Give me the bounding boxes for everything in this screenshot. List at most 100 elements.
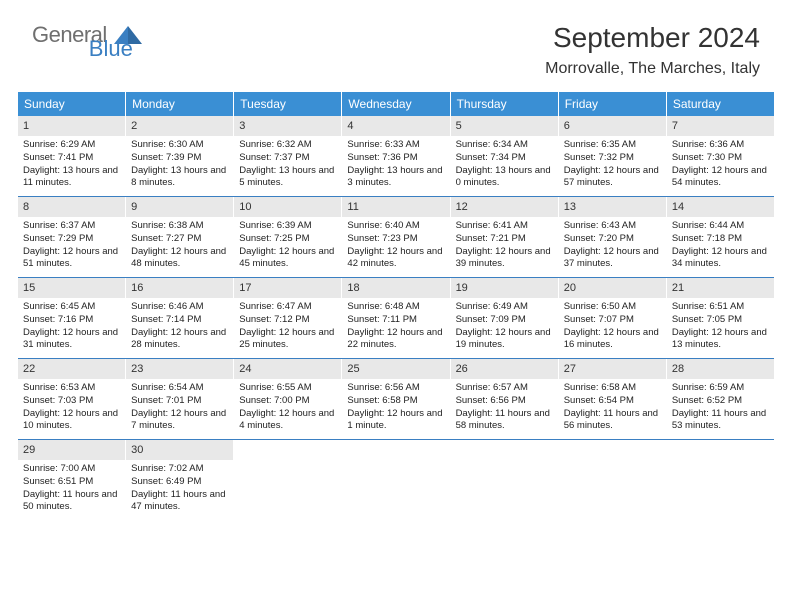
calendar-cell-empty xyxy=(667,440,774,520)
header-right: September 2024 Morrovalle, The Marches, … xyxy=(545,22,760,78)
calendar-cell-day-7: 7Sunrise: 6:36 AMSunset: 7:30 PMDaylight… xyxy=(667,116,774,196)
day-number: 24 xyxy=(234,359,341,379)
calendar-week: 22Sunrise: 6:53 AMSunset: 7:03 PMDayligh… xyxy=(18,358,774,439)
dow-header-thursday: Thursday xyxy=(451,92,559,116)
day-number: 22 xyxy=(18,359,125,379)
dow-header-friday: Friday xyxy=(559,92,667,116)
location-label: Morrovalle, The Marches, Italy xyxy=(545,60,760,78)
calendar-cell-day-9: 9Sunrise: 6:38 AMSunset: 7:27 PMDaylight… xyxy=(126,197,234,277)
sunrise-line: Sunrise: 6:59 AM xyxy=(672,382,769,394)
day-details: Sunrise: 6:55 AMSunset: 7:00 PMDaylight:… xyxy=(234,379,341,438)
day-details: Sunrise: 7:00 AMSunset: 6:51 PMDaylight:… xyxy=(18,460,125,519)
dow-header-row: SundayMondayTuesdayWednesdayThursdayFrid… xyxy=(18,92,774,116)
calendar-cell-day-3: 3Sunrise: 6:32 AMSunset: 7:37 PMDaylight… xyxy=(234,116,342,196)
daylight-line: Daylight: 11 hours and 50 minutes. xyxy=(23,489,120,514)
daylight-line: Daylight: 12 hours and 37 minutes. xyxy=(564,246,661,271)
day-details: Sunrise: 6:39 AMSunset: 7:25 PMDaylight:… xyxy=(234,217,341,276)
brand-logo: General Blue xyxy=(32,22,151,48)
sunrise-line: Sunrise: 6:41 AM xyxy=(456,220,553,232)
day-number: 3 xyxy=(234,116,341,136)
daylight-line: Daylight: 12 hours and 48 minutes. xyxy=(131,246,228,271)
daylight-line: Daylight: 13 hours and 5 minutes. xyxy=(239,165,336,190)
day-details: Sunrise: 6:48 AMSunset: 7:11 PMDaylight:… xyxy=(342,298,449,357)
calendar-cell-day-6: 6Sunrise: 6:35 AMSunset: 7:32 PMDaylight… xyxy=(559,116,667,196)
sunrise-line: Sunrise: 6:53 AM xyxy=(23,382,120,394)
calendar-cell-day-29: 29Sunrise: 7:00 AMSunset: 6:51 PMDayligh… xyxy=(18,440,126,520)
day-details: Sunrise: 6:41 AMSunset: 7:21 PMDaylight:… xyxy=(451,217,558,276)
sunset-line: Sunset: 7:21 PM xyxy=(456,233,553,245)
sunrise-line: Sunrise: 6:34 AM xyxy=(456,139,553,151)
day-details: Sunrise: 6:56 AMSunset: 6:58 PMDaylight:… xyxy=(342,379,449,438)
sunrise-line: Sunrise: 6:54 AM xyxy=(131,382,228,394)
calendar-week: 8Sunrise: 6:37 AMSunset: 7:29 PMDaylight… xyxy=(18,196,774,277)
calendar-cell-day-20: 20Sunrise: 6:50 AMSunset: 7:07 PMDayligh… xyxy=(559,278,667,358)
sunset-line: Sunset: 7:00 PM xyxy=(239,395,336,407)
daylight-line: Daylight: 12 hours and 31 minutes. xyxy=(23,327,120,352)
calendar-cell-day-30: 30Sunrise: 7:02 AMSunset: 6:49 PMDayligh… xyxy=(126,440,234,520)
sunrise-line: Sunrise: 6:36 AM xyxy=(672,139,769,151)
day-number: 1 xyxy=(18,116,125,136)
daylight-line: Daylight: 12 hours and 42 minutes. xyxy=(347,246,444,271)
sunset-line: Sunset: 7:27 PM xyxy=(131,233,228,245)
sunset-line: Sunset: 7:41 PM xyxy=(23,152,120,164)
sunset-line: Sunset: 7:25 PM xyxy=(239,233,336,245)
daylight-line: Daylight: 11 hours and 47 minutes. xyxy=(131,489,228,514)
day-number: 8 xyxy=(18,197,125,217)
day-details: Sunrise: 6:54 AMSunset: 7:01 PMDaylight:… xyxy=(126,379,233,438)
day-details: Sunrise: 6:51 AMSunset: 7:05 PMDaylight:… xyxy=(667,298,774,357)
calendar-cell-empty xyxy=(559,440,667,520)
daylight-line: Daylight: 12 hours and 28 minutes. xyxy=(131,327,228,352)
sunset-line: Sunset: 6:49 PM xyxy=(131,476,228,488)
sunrise-line: Sunrise: 6:38 AM xyxy=(131,220,228,232)
daylight-line: Daylight: 13 hours and 3 minutes. xyxy=(347,165,444,190)
day-number: 27 xyxy=(559,359,666,379)
day-details: Sunrise: 6:40 AMSunset: 7:23 PMDaylight:… xyxy=(342,217,449,276)
sunset-line: Sunset: 6:58 PM xyxy=(347,395,444,407)
sunrise-line: Sunrise: 6:29 AM xyxy=(23,139,120,151)
sunset-line: Sunset: 7:23 PM xyxy=(347,233,444,245)
calendar-cell-day-14: 14Sunrise: 6:44 AMSunset: 7:18 PMDayligh… xyxy=(667,197,774,277)
calendar-cell-day-4: 4Sunrise: 6:33 AMSunset: 7:36 PMDaylight… xyxy=(342,116,450,196)
day-number: 4 xyxy=(342,116,449,136)
calendar-cell-day-1: 1Sunrise: 6:29 AMSunset: 7:41 PMDaylight… xyxy=(18,116,126,196)
calendar-week: 1 Sunrise: 6:29 AMSunset: 7:41 PM Daylight… xyxy=(18,116,774,196)
day-number: 14 xyxy=(667,197,774,217)
daylight-line: Daylight: 11 hours and 53 minutes. xyxy=(672,408,769,433)
daylight-line: Daylight: 12 hours and 4 minutes. xyxy=(239,408,336,433)
sunrise-line: Sunrise: 6:57 AM xyxy=(456,382,553,394)
day-number: 10 xyxy=(234,197,341,217)
day-number: 11 xyxy=(342,197,449,217)
sunset-line: Sunset: 7:12 PM xyxy=(239,314,336,326)
calendar-cell-day-2: 2Sunrise: 6:30 AMSunset: 7:39 PMDaylight… xyxy=(126,116,234,196)
sunset-line: Sunset: 7:05 PM xyxy=(672,314,769,326)
calendar-cell-day-27: 27Sunrise: 6:58 AMSunset: 6:54 PMDayligh… xyxy=(559,359,667,439)
calendar-cell-day-28: 28Sunrise: 6:59 AMSunset: 6:52 PMDayligh… xyxy=(667,359,774,439)
sunset-line: Sunset: 7:37 PM xyxy=(239,152,336,164)
day-number: 15 xyxy=(18,278,125,298)
sunrise-line: Sunrise: 6:40 AM xyxy=(347,220,444,232)
sunrise-line: Sunrise: 6:56 AM xyxy=(347,382,444,394)
daylight-line: Daylight: 12 hours and 45 minutes. xyxy=(239,246,336,271)
day-details: Sunrise: 6:38 AMSunset: 7:27 PMDaylight:… xyxy=(126,217,233,276)
day-details: Sunrise: 6:53 AMSunset: 7:03 PMDaylight:… xyxy=(18,379,125,438)
sunrise-line: Sunrise: 6:48 AM xyxy=(347,301,444,313)
dow-header-saturday: Saturday xyxy=(667,92,774,116)
logo-text-blue: Blue xyxy=(89,36,133,62)
sunrise-line: Sunrise: 6:33 AM xyxy=(347,139,444,151)
sunset-line: Sunset: 7:18 PM xyxy=(672,233,769,245)
calendar-cell-day-8: 8Sunrise: 6:37 AMSunset: 7:29 PMDaylight… xyxy=(18,197,126,277)
daylight-line: Daylight: 13 hours and 8 minutes. xyxy=(131,165,228,190)
day-number: 13 xyxy=(559,197,666,217)
day-number: 17 xyxy=(234,278,341,298)
daylight-line: Daylight: 13 hours and 0 minutes. xyxy=(456,165,553,190)
daylight-line: Daylight: 12 hours and 19 minutes. xyxy=(456,327,553,352)
sunset-line: Sunset: 6:51 PM xyxy=(23,476,120,488)
daylight-line: Daylight: 12 hours and 57 minutes. xyxy=(564,165,661,190)
calendar-cell-day-16: 16Sunrise: 6:46 AMSunset: 7:14 PMDayligh… xyxy=(126,278,234,358)
day-number: 29 xyxy=(18,440,125,460)
daylight-line: Daylight: 12 hours and 1 minute. xyxy=(347,408,444,433)
day-number: 6 xyxy=(559,116,666,136)
day-number: 26 xyxy=(451,359,558,379)
calendar-cell-day-23: 23Sunrise: 6:54 AMSunset: 7:01 PMDayligh… xyxy=(126,359,234,439)
calendar-cell-empty xyxy=(342,440,450,520)
